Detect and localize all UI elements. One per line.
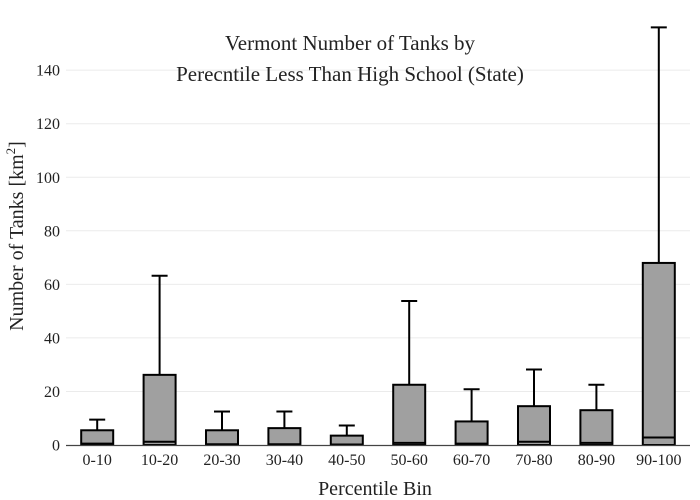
y-tick-label: 0 <box>52 438 60 455</box>
x-tick-label: 60-70 <box>453 452 490 469</box>
x-tick-label: 50-60 <box>391 452 428 469</box>
y-axis-title: Number of Tanks [km2] <box>3 141 28 331</box>
y-tick-label: 120 <box>36 116 60 133</box>
box-80-90 <box>579 383 614 446</box>
x-tick-label: 40-50 <box>328 452 365 469</box>
y-tick-label: 20 <box>44 384 60 401</box>
y-axis-title-main: Number of Tanks [km <box>6 154 28 331</box>
x-tick-label: 30-40 <box>266 452 303 469</box>
box-body <box>579 409 614 446</box>
y-axis-title-end: ] <box>6 141 28 148</box>
box-series <box>80 26 676 447</box>
box-40-50 <box>329 424 364 446</box>
x-tick-label: 90-100 <box>636 452 681 469</box>
x-tick-label: 10-20 <box>141 452 178 469</box>
gridlines <box>66 69 690 392</box>
y-tick-label: 40 <box>44 330 60 347</box>
box-body <box>205 429 239 447</box>
x-tick-labels: 0-10 10-20 20-30 30-40 40-50 50-60 60-70 70-80 8… <box>83 452 682 469</box>
y-tick-label: 100 <box>36 170 60 187</box>
box-20-30 <box>205 410 239 447</box>
x-axis-title: Percentile Bin <box>318 478 432 500</box>
box-90-100 <box>641 26 676 446</box>
box-body <box>392 383 427 446</box>
chart-title-line-2: Perecntile Less Than High School (State) <box>176 62 524 86</box>
box-0-10 <box>80 418 115 447</box>
y-tick-label: 80 <box>44 223 60 240</box>
y-tick-label: 60 <box>44 277 60 294</box>
box-10-20 <box>142 274 177 447</box>
box-body <box>641 261 676 446</box>
box-60-70 <box>454 388 489 447</box>
box-body <box>142 373 177 447</box>
box-70-80 <box>517 368 551 447</box>
x-tick-label: 80-90 <box>578 452 615 469</box>
chart-title-line-1: Vermont Number of Tanks by <box>225 31 476 55</box>
box-body <box>454 420 489 447</box>
box-50-60 <box>392 299 427 446</box>
y-axis-title-superscript: 2 <box>3 148 18 155</box>
box-body <box>517 405 551 447</box>
x-tick-label: 20-30 <box>203 452 240 469</box>
y-tick-label: 140 <box>36 63 60 80</box>
y-tick-labels: 0 20 40 60 80 100 120 140 <box>36 63 60 455</box>
x-tick-label: 70-80 <box>515 452 552 469</box>
box-body <box>267 427 302 447</box>
box-30-40 <box>267 410 302 447</box>
x-tick-label: 0-10 <box>83 452 112 469</box>
